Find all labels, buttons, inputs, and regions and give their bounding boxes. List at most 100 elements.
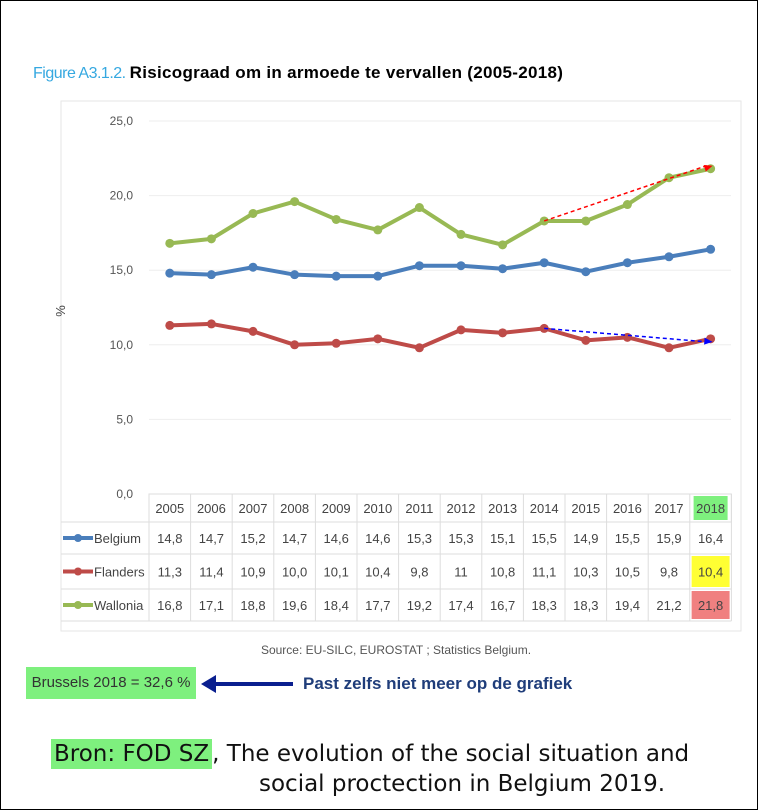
data-point (664, 343, 674, 353)
y-axis-label: % (53, 305, 68, 317)
data-point (622, 332, 632, 342)
legend-marker-belgium (74, 534, 82, 542)
data-point (165, 320, 175, 330)
data-point (290, 340, 300, 350)
data-point (456, 229, 466, 239)
data-label: 17,1 (199, 598, 224, 613)
data-label: 16,8 (157, 598, 182, 613)
data-label: 14,6 (324, 531, 349, 546)
data-point (581, 267, 591, 277)
data-label: 14,7 (282, 531, 307, 546)
data-label: 10,5 (615, 565, 640, 580)
y-tick-label: 25,0 (110, 114, 134, 128)
bron-citation: Bron: FOD SZ, The evolution of the socia… (51, 739, 689, 799)
data-point (456, 325, 466, 335)
legend-marker-flanders (74, 567, 82, 576)
data-label: 16,7 (490, 598, 515, 613)
data-label: 11 (454, 565, 468, 580)
data-label: 15,3 (448, 531, 473, 546)
data-label: 21,8 (698, 598, 723, 613)
data-label: 9,8 (660, 565, 678, 580)
source-text: Source: EU-SILC, EUROSTAT ; Statistics B… (260, 643, 532, 657)
data-label: 16,4 (698, 531, 723, 546)
title-text: Risicograad om in armoede te vervallen (… (129, 63, 564, 82)
legend-label: Belgium (94, 531, 141, 546)
cell-highlight (691, 591, 730, 619)
data-point (373, 271, 383, 281)
data-label: 11,1 (532, 565, 556, 580)
data-point (373, 334, 383, 344)
data-point (664, 252, 674, 262)
y-tick-label: 15,0 (110, 263, 134, 277)
x-tick-label: 2016 (613, 501, 642, 516)
data-label: 21,2 (656, 598, 681, 613)
data-point (248, 326, 258, 336)
data-label: 15,3 (407, 531, 432, 546)
data-label: 10,4 (365, 565, 390, 580)
data-point (206, 270, 216, 280)
legend-label: Flanders (94, 565, 145, 580)
data-point (498, 328, 508, 338)
data-label: 11,3 (158, 565, 182, 580)
x-tick-label: 2005 (155, 501, 184, 516)
trend-arrow (543, 165, 707, 222)
data-label: 19,4 (615, 598, 640, 613)
data-label: 10,9 (240, 565, 265, 580)
data-point (248, 262, 258, 272)
x-tick-label: 2017 (655, 501, 684, 516)
data-label: 10,3 (573, 565, 598, 580)
data-label: 18,3 (573, 598, 598, 613)
data-point (331, 338, 341, 348)
data-point (581, 335, 591, 345)
data-point (206, 319, 216, 329)
data-point (622, 200, 632, 210)
data-label: 14,6 (365, 531, 390, 546)
bron-line2: social proctection in Belgium 2019. (259, 771, 666, 797)
x-tick-label: 2018 (696, 501, 725, 516)
data-label: 19,2 (407, 598, 432, 613)
data-point (331, 214, 341, 224)
data-label: 11,4 (199, 565, 223, 580)
data-label: 14,7 (199, 531, 224, 546)
data-label: 15,5 (615, 531, 640, 546)
data-label: 14,8 (157, 531, 182, 546)
cell-highlight (691, 556, 730, 587)
data-label: 17,4 (448, 598, 473, 613)
series-line-flanders (169, 321, 712, 350)
series-line-belgium (169, 247, 711, 279)
x-tick-label: 2011 (405, 501, 433, 516)
trend-arrowhead (704, 337, 713, 345)
legend-label: Wallonia (94, 598, 144, 613)
data-label: 18,4 (324, 598, 349, 613)
data-point (622, 258, 632, 268)
data-label: 15,5 (532, 531, 557, 546)
data-label: 15,2 (240, 531, 265, 546)
data-label: 15,9 (656, 531, 681, 546)
trend-arrowhead (703, 164, 713, 172)
x-tick-label: 2009 (322, 501, 351, 516)
data-label: 18,3 (532, 598, 557, 613)
data-point (498, 240, 508, 250)
data-point (206, 234, 216, 244)
x-tick-label: 2015 (571, 501, 600, 516)
figure-label: Figure A3.1.2. (33, 65, 126, 82)
data-label: 10,0 (282, 565, 307, 580)
x-tick-label: 2012 (447, 501, 476, 516)
series-line-wallonia (169, 166, 712, 247)
data-point (414, 203, 424, 213)
data-label: 18,8 (240, 598, 265, 613)
bron-line1: , The evolution of the social situation … (212, 741, 690, 767)
data-label: 17,7 (365, 598, 390, 613)
y-tick-label: 10,0 (110, 338, 134, 352)
data-point (331, 271, 341, 281)
x-tick-label: 2014 (530, 501, 559, 516)
bron-highlight: Bron: FOD SZ (51, 739, 213, 769)
data-label: 9,8 (410, 565, 428, 580)
data-label: 10,4 (698, 565, 723, 580)
x-tick-label: 2008 (280, 501, 309, 516)
data-point (290, 270, 300, 280)
trend-arrow (544, 327, 707, 343)
data-label: 10,8 (490, 565, 515, 580)
highlight-2018 (693, 496, 728, 520)
